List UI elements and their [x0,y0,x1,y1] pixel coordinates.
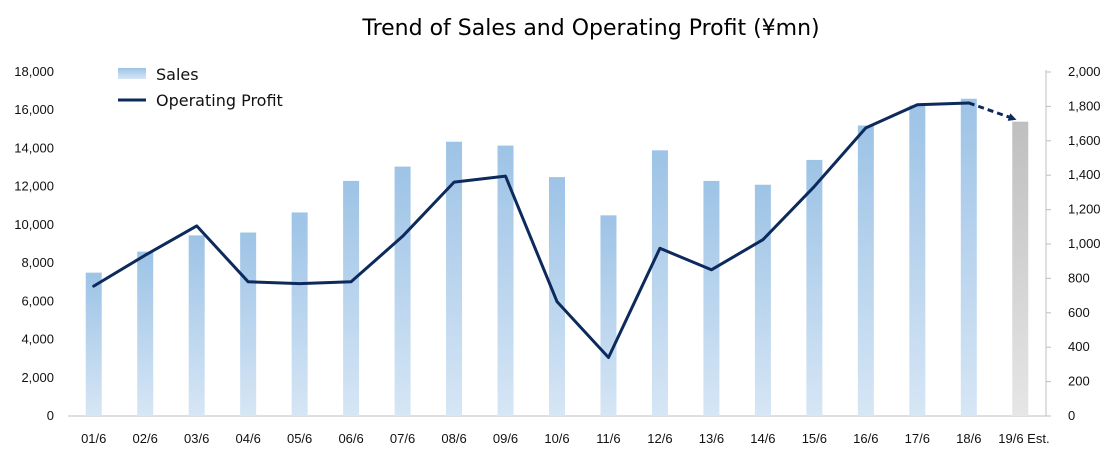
x-tick-label: 04/6 [236,431,261,446]
y-left-tick-label: 4,000 [21,332,54,347]
sales-bar [188,235,205,416]
sales-bar [600,215,617,416]
x-tick-label: 13/6 [699,431,724,446]
sales-bar [960,98,977,416]
x-tick-label: 15/6 [802,431,827,446]
y-axis-left-ticks: 0 2,000 4,000 6,000 8,000 10,000 12,000 14,000 1… [14,64,54,423]
y-right-tick-label: 1,600 [1068,133,1101,148]
operating-profit-series-line [92,101,971,359]
y-left-tick-label: 8,000 [21,255,54,270]
x-tick-label: 02/6 [133,431,158,446]
sales-bar [137,251,154,416]
x-axis-ticks: 01/6 02/6 03/6 04/6 05/6 06/6 07/6 08/6 09/6 10/6… [81,431,1049,446]
y-left-tick-label: 6,000 [21,293,54,308]
x-tick-label: 11/6 [596,431,620,446]
x-tick-label: 05/6 [287,431,312,446]
y-left-tick-label: 12,000 [14,179,54,194]
operating-profit-line [92,101,1017,359]
sales-bar [343,180,360,416]
y-right-tick-label: 200 [1068,374,1090,389]
x-tick-label: 16/6 [853,431,878,446]
y-left-tick-label: 0 [47,408,54,423]
operating-profit-estimate-arrow [968,101,1017,121]
legend-label-operating-profit: Operating Profit [156,91,283,110]
sales-bar [857,125,874,416]
y-left-tick-label: 16,000 [14,102,54,117]
sales-bar [291,212,308,416]
x-tick-label: 14/6 [750,431,775,446]
y-right-tick-label: 400 [1068,339,1090,354]
sales-bar [651,150,668,416]
y-right-tick-label: 0 [1068,408,1075,423]
x-tick-label: 12/6 [647,431,672,446]
legend: Sales Operating Profit [118,65,283,110]
x-tick-label: 03/6 [184,431,209,446]
y-right-tick-label: 1,200 [1068,202,1101,217]
chart-title: Trend of Sales and Operating Profit (¥mn… [361,16,819,41]
sales-bar [703,180,720,416]
x-tick-label: 07/6 [390,431,415,446]
y-left-tick-label: 18,000 [14,64,54,79]
sales-bar [549,177,565,416]
y-right-tick-label: 1,800 [1068,98,1101,113]
x-tick-label: 19/6 Est. [998,431,1049,446]
x-tick-label: 01/6 [81,431,106,446]
sales-bar [754,184,771,416]
legend-label-sales: Sales [156,65,199,84]
sales-bar [497,145,514,417]
sales-bars [85,98,1029,417]
y-axis-right-ticks: 0 200 400 600 800 1,000 1,200 1,400 1,600 1,800 2,… [1046,64,1101,423]
x-tick-label: 08/6 [441,431,466,446]
sales-bar [85,272,102,416]
sales-bar-estimate [1012,121,1029,416]
y-left-tick-label: 2,000 [21,370,54,385]
y-right-tick-label: 1,000 [1068,236,1101,251]
x-tick-label: 18/6 [956,431,981,446]
sales-bar [394,166,411,416]
legend-swatch-sales [118,68,146,79]
y-right-tick-label: 800 [1068,270,1090,285]
y-left-tick-label: 14,000 [14,140,54,155]
y-left-tick-label: 10,000 [14,217,54,232]
x-tick-label: 09/6 [493,431,518,446]
x-tick-label: 10/6 [544,431,569,446]
sales-bar [806,159,823,416]
x-tick-label: 17/6 [905,431,930,446]
y-right-tick-label: 600 [1068,305,1090,320]
y-right-tick-label: 1,400 [1068,167,1101,182]
sales-bar [240,232,257,416]
sales-bar [446,141,463,416]
y-right-tick-label: 2,000 [1068,64,1101,79]
x-tick-label: 06/6 [338,431,363,446]
sales-bar [909,105,926,416]
